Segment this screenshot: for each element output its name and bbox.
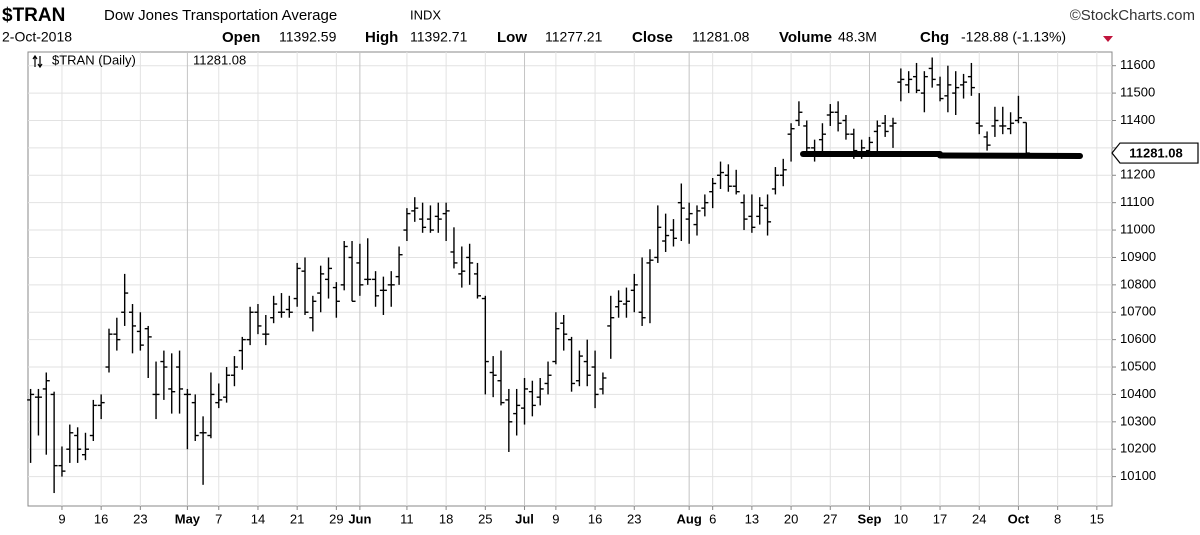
y-tick-label: 10700 xyxy=(1120,304,1156,319)
change-arrow xyxy=(1103,36,1113,42)
x-tick-label: 25 xyxy=(478,511,492,526)
x-tick-label: 9 xyxy=(552,511,559,526)
legend-icon xyxy=(32,54,43,69)
y-tick-label: 10600 xyxy=(1120,331,1156,346)
x-tick-label: 14 xyxy=(251,511,265,526)
x-tick-label: 21 xyxy=(290,511,304,526)
y-tick-label: 11500 xyxy=(1120,85,1155,100)
y-tick-label: 11000 xyxy=(1120,221,1155,236)
x-tick-label: Oct xyxy=(1008,511,1030,526)
x-tick-label: 16 xyxy=(588,511,602,526)
open-label: Open xyxy=(222,29,260,46)
y-tick-label: 10300 xyxy=(1120,413,1156,428)
y-tick-label: 10800 xyxy=(1120,276,1156,291)
price-tag-label: 11281.08 xyxy=(1129,145,1183,160)
x-tick-label: 13 xyxy=(745,511,759,526)
y-tick-label: 11400 xyxy=(1120,112,1155,127)
x-tick-label: 10 xyxy=(894,511,908,526)
high-value: 11392.71 xyxy=(410,29,468,45)
y-tick-label: 11200 xyxy=(1120,167,1155,182)
y-tick-label: 11100 xyxy=(1120,194,1154,209)
volume-label: Volume xyxy=(779,29,832,46)
x-tick-label: 18 xyxy=(439,511,453,526)
volume-value: 48.3M xyxy=(838,29,877,45)
x-tick-label: 6 xyxy=(709,511,716,526)
x-tick-label: 29 xyxy=(329,511,343,526)
chg-label: Chg xyxy=(920,29,949,46)
close-label: Close xyxy=(632,29,673,46)
high-label: High xyxy=(365,29,398,46)
x-tick-label: 11 xyxy=(400,511,414,526)
exchange: INDX xyxy=(410,7,441,22)
y-tick-label: 10900 xyxy=(1120,249,1156,264)
legend-value: 11281.08 xyxy=(193,52,246,67)
x-tick-label: 27 xyxy=(823,511,837,526)
plot-area xyxy=(27,51,1113,507)
x-tick-label: Aug xyxy=(677,511,702,526)
source: ©StockCharts.com xyxy=(1070,7,1195,24)
date: 2-Oct-2018 xyxy=(2,29,72,45)
x-tick-label: 23 xyxy=(133,511,147,526)
y-tick-label: 10400 xyxy=(1120,386,1156,401)
subtitle: Dow Jones Transportation Average xyxy=(104,7,337,24)
low-label: Low xyxy=(497,29,527,46)
x-tick-label: Jul xyxy=(515,511,534,526)
y-tick-label: 10500 xyxy=(1120,358,1156,373)
y-tick-label: 11600 xyxy=(1120,57,1155,72)
x-tick-label: 8 xyxy=(1054,511,1061,526)
price-tag xyxy=(1111,142,1199,164)
plot-frame xyxy=(27,51,1113,507)
x-tick-label: 9 xyxy=(58,511,65,526)
x-tick-label: 24 xyxy=(972,511,986,526)
x-tick-label: 20 xyxy=(784,511,798,526)
low-value: 11277.21 xyxy=(545,29,603,45)
y-tick-label: 10100 xyxy=(1120,468,1156,483)
x-tick-label: 16 xyxy=(94,511,108,526)
x-tick-label: May xyxy=(175,511,201,526)
close-value: 11281.08 xyxy=(692,29,750,45)
x-tick-label: 23 xyxy=(627,511,641,526)
open-value: 11392.59 xyxy=(279,29,337,45)
x-tick-label: Jun xyxy=(348,511,371,526)
x-tick-label: 17 xyxy=(933,511,947,526)
symbol: $TRAN xyxy=(2,5,65,26)
trend-line xyxy=(937,152,1083,159)
x-tick-label: 7 xyxy=(215,511,222,526)
legend-label: $TRAN (Daily) xyxy=(52,52,136,67)
x-tick-label: 15 xyxy=(1090,511,1104,526)
y-tick-label: 10200 xyxy=(1120,441,1156,456)
chg-value: -128.88 (-1.13%) xyxy=(961,29,1066,45)
x-tick-label: Sep xyxy=(858,511,882,526)
